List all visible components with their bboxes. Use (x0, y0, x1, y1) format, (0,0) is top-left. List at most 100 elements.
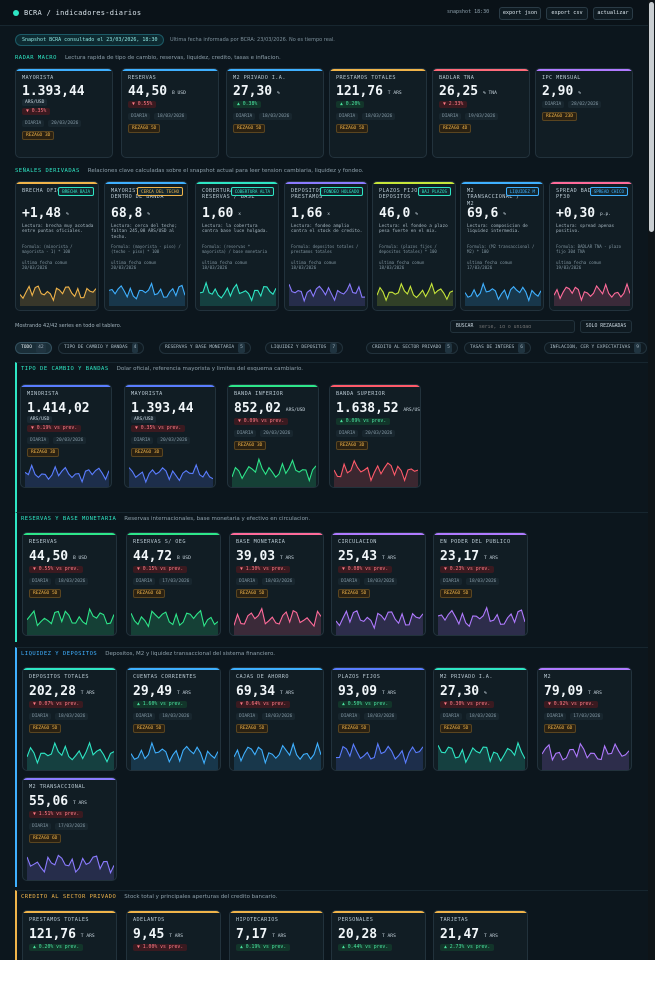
card-accent-line (434, 668, 527, 670)
tab-credito-al-sector-privado[interactable]: CREDITO AL SECTOR PRIVADO 5 (366, 342, 458, 354)
card-unit: T ARS (484, 555, 498, 561)
metric-card[interactable]: PRESTAMOS TOTALES 121,76 T ARS ▲ 0.20% DIARI… (329, 68, 427, 158)
card-value: 121,76 (29, 927, 76, 942)
signal-label: DEPOSITOS / PRESTAMOS (291, 188, 330, 201)
section-header: RESERVAS Y BASE MONETARIA Reservas intern… (21, 516, 310, 522)
change-badge: ▼ 0.35% vs prev. (131, 425, 186, 432)
metric-card[interactable]: PLAZOS FIJOS 93,09 T ARS ▲ 0.50% vs prev. DI… (331, 667, 426, 771)
metric-card[interactable]: BASE MONETARIA 39,03 T ARS ▼ 1.30% vs prev.… (229, 532, 324, 636)
metric-card[interactable]: PERSONALES 20,28 T ARS ▲ 0.44% vs prev. (331, 910, 426, 960)
search-box: BUSCAR (450, 320, 575, 333)
metric-card[interactable]: EN PODER DEL PUBLICO 23,17 T ARS ▼ 0.23% vs… (433, 532, 528, 636)
sparkline-area (289, 284, 365, 306)
card-unit: B USD (73, 555, 87, 561)
metric-card[interactable]: HIPOTECARIOS 7,17 T ARS ▲ 0.19% vs prev. (229, 910, 324, 960)
date-label: 18/03/2026 (262, 578, 296, 585)
card-label: TARJETAS (440, 917, 469, 923)
tab-inflacion-cer-y-expectativas[interactable]: INFLACION, CER Y EXPECTATIVAS 9 (544, 342, 647, 354)
card-accent-line (227, 69, 323, 71)
signal-last-date: ultima fecha comun 17/03/2026 (467, 260, 513, 270)
metric-card[interactable]: CUENTAS CORRIENTES 29,49 T ARS ▲ 1.60% vs p… (126, 667, 221, 771)
tab-label: INFLACION, CER Y EXPECTATIVAS (550, 345, 631, 350)
tab-reservas-y-base-monetaria[interactable]: RESERVAS Y BASE MONETARIA 5 (159, 342, 251, 354)
card-unit: T ARS (484, 933, 498, 939)
metric-card[interactable]: M2 PRIVADO I.A. 27,30% ▲ 0.38% DIARIA 18/03/… (226, 68, 324, 158)
change-badge: ▼ 0.09% vs prev. (234, 418, 289, 425)
export-json-button[interactable]: export json (499, 7, 541, 20)
metric-card[interactable]: RESERVAS 44,50 B USD ▼ 0.55% DIARIA 18/03/202… (121, 68, 219, 158)
card-accent-line (127, 911, 220, 913)
date-label: 28/02/2026 (568, 101, 602, 108)
card-label: RESERVAS (29, 539, 58, 545)
frequency-label: DIARIA (236, 713, 259, 720)
scrollbar-thumb[interactable] (649, 2, 654, 232)
export-csv-button[interactable]: export csv (546, 7, 588, 20)
card-meta: DIARIA 18/03/2026 (128, 113, 191, 120)
scrollbar[interactable] (648, 0, 655, 960)
metric-card[interactable]: TARJETAS 21,47 T ARS ▲ 2.73% vs prev. (433, 910, 528, 960)
change-badge: ▼ 0.19% vs prev. (27, 425, 82, 432)
tab-tipo-de-cambio-y-bandas[interactable]: TIPO DE CAMBIO Y BANDAS 4 (58, 342, 145, 354)
metric-card[interactable]: MINORISTA 1.414,02 ARS/USD ▼ 0.19% vs prev.… (20, 384, 112, 488)
metric-card[interactable]: DEPOSITOS TOTALES 202,28 T ARS ▼ 0.07% vs p… (22, 667, 117, 771)
tab-tasas-de-interes[interactable]: TASAS DE INTERES 6 (464, 342, 532, 354)
sparkline-chart (25, 463, 109, 487)
metric-card[interactable]: ADELANTOS 9,45 T ARS ▼ 1.00% vs prev. (126, 910, 221, 960)
sparkline-chart (27, 741, 114, 770)
metric-card[interactable]: IPC MENSUAL 2,90% DIARIA 28/02/2026 REZAGO 2… (535, 68, 633, 158)
card-accent-line (461, 182, 543, 184)
card-meta: DIARIA 20/03/2026 (234, 430, 297, 437)
date-label: 20/03/2026 (48, 120, 82, 127)
signal-card[interactable]: COBERTURA RESERVAS / BASE COBERTURA ALTA 1… (195, 181, 279, 311)
metric-card[interactable]: CIRCULACION 25,43 T ARS ▼ 0.08% vs prev. DIA… (331, 532, 426, 636)
card-label: PRESTAMOS TOTALES (29, 917, 89, 923)
metric-card[interactable]: BADLAR TNA 26,25 % TNA ▼ 2.33% DIARIA 19/03/2… (432, 68, 530, 158)
card-value: 44,50 (128, 84, 168, 99)
sparkline-line (27, 607, 114, 627)
metric-card[interactable]: BANDA INFERIOR 852,02 ARS/USD ▼ 0.09% vs pr… (227, 384, 319, 488)
metric-card[interactable]: BANDA SUPERIOR 1.638,52 ARS/USD ▲ 0.09% vs … (329, 384, 421, 488)
signal-card[interactable]: SPREAD BADLAR - PF30 SPREAD CHICO +0,30 p.p… (549, 181, 633, 311)
section-header: LIQUIDEZ Y DEPOSITOS Depositos, M2 y liqu… (21, 651, 275, 657)
signal-card[interactable]: MAYORISTA DENTRO DE BANDA CERCA DEL TECHO… (104, 181, 188, 311)
tab-todo[interactable]: TODO 42 (15, 342, 52, 354)
sparkline-area (27, 742, 114, 770)
metric-card[interactable]: MAYORISTA 1.393,44 ARS/USD ▼ 0.35% DIARIA 20/… (15, 68, 113, 158)
tab-liquidez-y-depositos[interactable]: LIQUIDEZ Y DEPOSITOS 7 (265, 342, 344, 354)
section-panel (15, 890, 648, 960)
card-value: 55,06 (29, 794, 69, 809)
metric-card[interactable]: RESERVAS S/ OEG 44,72 B USD ▼ 0.15% vs prev… (126, 532, 221, 636)
card-value: 79,09 (544, 684, 584, 699)
only-lagged-button[interactable]: SOLO REZAGADAS (580, 320, 632, 333)
metric-card[interactable]: MAYORISTA 1.393,44 ARS/USD ▼ 0.35% vs prev.… (124, 384, 216, 488)
card-meta: DIARIA 18/03/2026 (133, 713, 196, 720)
signal-card[interactable]: BRECHA OFICIAL BRECHA BAJA +1,48% Lectura: … (15, 181, 99, 311)
signal-label: BRECHA OFICIAL (22, 188, 72, 194)
search-input[interactable] (479, 323, 571, 331)
metric-card[interactable]: CAJAS DE AHORRO 69,34 T ARS ▼ 0.64% vs prev… (229, 667, 324, 771)
sparkline-line (232, 457, 316, 483)
metric-card[interactable]: M2 79,09 T ARS ▼ 0.92% vs prev. DIARIA 17/03/… (537, 667, 632, 771)
lag-badge: REZAGO 3D (336, 441, 369, 450)
sparkline-line (438, 741, 525, 764)
signal-reading: Lectura: fondeo amplio contra el stock d… (291, 224, 363, 235)
frequency-label: DIARIA (29, 578, 52, 585)
change-badge: ▲ 0.20% vs prev. (29, 944, 84, 951)
card-unit: % (484, 690, 487, 696)
change-badge: ▲ 0.20% (336, 101, 365, 108)
change-badge: ▲ 0.44% vs prev. (338, 944, 393, 951)
metric-card[interactable]: RESERVAS 44,50 B USD ▼ 0.55% vs prev. DIARIA… (22, 532, 117, 636)
sparkline-line (27, 741, 114, 765)
update-button[interactable]: actualizar (593, 7, 633, 20)
signal-card[interactable]: M2 TRANSACCIONAL / M2 LIQUIDEZ M 69,6% Lect… (460, 181, 544, 311)
card-value: 21,47 (440, 927, 480, 942)
metric-card[interactable]: M2 PRIVADO I.A. 27,30% ▼ 0.30% vs prev. DIA… (433, 667, 528, 771)
card-label: BANDA INFERIOR (234, 391, 284, 397)
signal-value: 69,6 (467, 206, 499, 221)
signal-card[interactable]: PLAZOS FIJOS / DEPOSITOS BAJ PLAZOS 46,0% L… (372, 181, 456, 311)
signal-card[interactable]: DEPOSITOS / PRESTAMOS FONDEO HOLGADO 1,66 x… (284, 181, 368, 311)
lag-badge: REZAGO 5D (338, 589, 371, 598)
metric-card[interactable]: M2 TRANSACCIONAL 55,06 T ARS ▼ 1.51% vs pre… (22, 777, 117, 881)
metric-card[interactable]: PRESTAMOS TOTALES 121,76 T ARS ▲ 0.20% vs p… (22, 910, 117, 960)
sparkline-area (27, 855, 114, 880)
